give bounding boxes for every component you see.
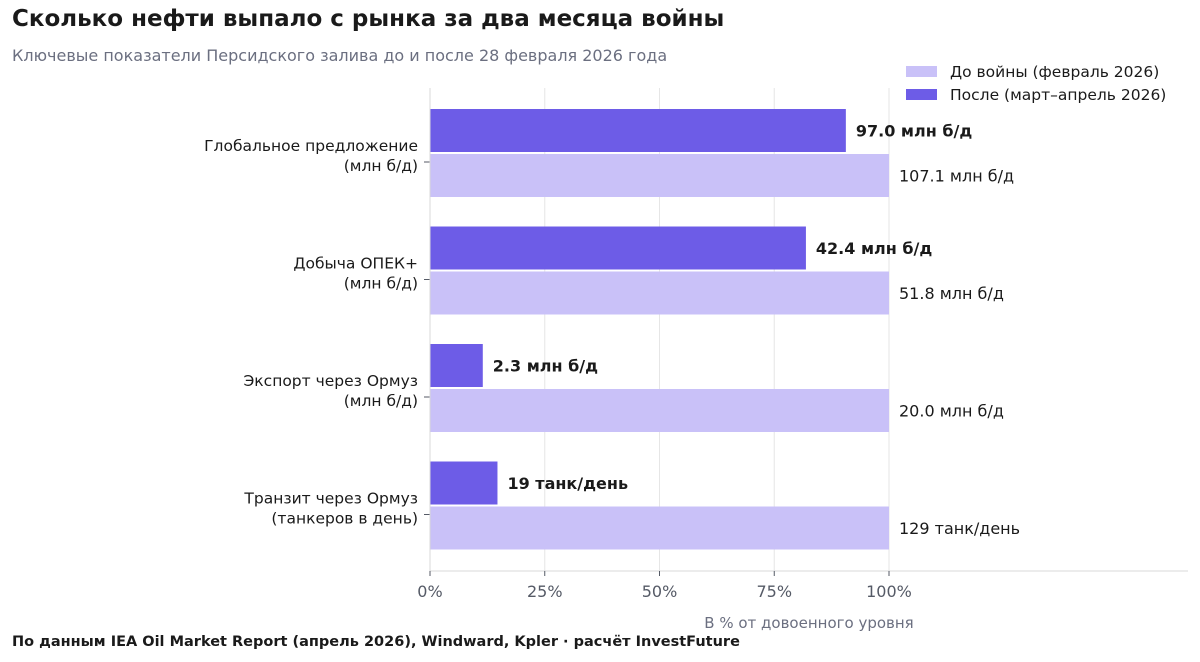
source-note: По данным IEA Oil Market Report (апрель …	[12, 634, 740, 650]
legend-label-after: После (март–апрель 2026)	[950, 85, 1167, 104]
value-label-before: 129 танк/день	[899, 519, 1020, 538]
value-label-after: 2.3 млн б/д	[493, 357, 598, 376]
value-label-before: 20.0 млн б/д	[899, 402, 1004, 421]
category-sublabel: (танкеров в день)	[271, 510, 418, 528]
legend-swatch-before	[906, 66, 937, 77]
chart-subtitle: Ключевые показатели Персидского залива д…	[12, 46, 668, 65]
category-label: Глобальное предложение	[204, 137, 418, 155]
category-sublabel: (млн б/д)	[344, 392, 418, 410]
value-label-after: 19 танк/день	[507, 474, 628, 493]
legend-item-after: После (март–апрель 2026)	[906, 83, 1166, 106]
bar-after	[430, 344, 483, 387]
x-tick-label: 0%	[417, 582, 442, 601]
x-tick-label: 100%	[866, 582, 912, 601]
category-sublabel: (млн б/д)	[344, 275, 418, 293]
x-tick-label: 25%	[527, 582, 563, 601]
legend-swatch-after	[906, 89, 937, 100]
value-label-before: 107.1 млн б/д	[899, 167, 1014, 186]
legend-label-before: До войны (февраль 2026)	[950, 62, 1160, 81]
category-label: Транзит через Ормуз	[243, 490, 418, 508]
bar-after	[430, 109, 846, 152]
category-label: Добыча ОПЕК+	[293, 255, 418, 273]
bar-before	[430, 389, 889, 432]
value-label-before: 51.8 млн б/д	[899, 284, 1004, 303]
x-tick-label: 50%	[642, 582, 678, 601]
bar-after	[430, 461, 498, 505]
bar-before	[430, 506, 889, 550]
category-sublabel: (млн б/д)	[344, 157, 418, 175]
value-label-after: 97.0 млн б/д	[856, 122, 972, 141]
category-label: Экспорт через Ормуз	[243, 372, 418, 390]
legend: До войны (февраль 2026) После (март–апре…	[906, 60, 1166, 106]
bar-after	[430, 226, 806, 270]
x-tick-label: 75%	[756, 582, 792, 601]
value-label-after: 42.4 млн б/д	[816, 239, 932, 258]
bar-before	[430, 154, 889, 197]
x-axis-title: В % от довоенного уровня	[704, 614, 913, 632]
bar-before	[430, 271, 889, 315]
legend-item-before: До войны (февраль 2026)	[906, 60, 1166, 83]
chart-title: Сколько нефти выпало с рынка за два меся…	[12, 6, 725, 32]
